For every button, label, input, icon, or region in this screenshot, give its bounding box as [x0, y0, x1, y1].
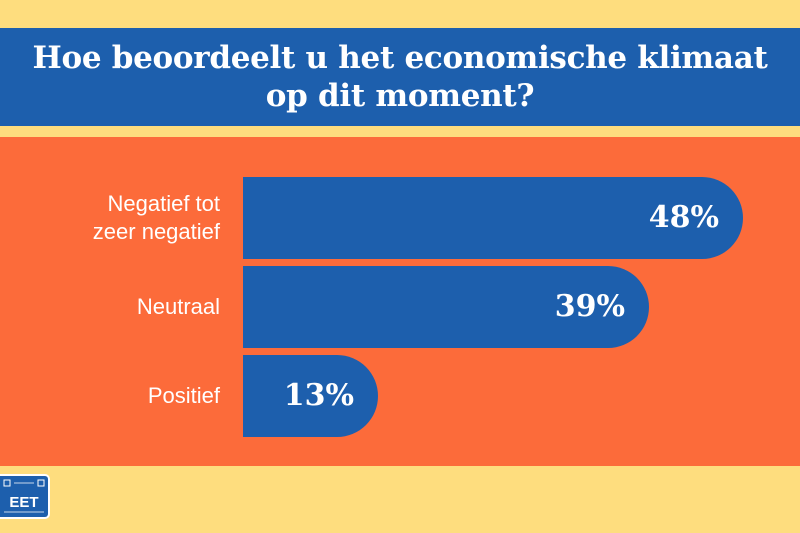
- bar-3: [243, 355, 378, 437]
- bar-2: [243, 266, 649, 348]
- value-label-2: 39%: [554, 289, 625, 324]
- logo-graphic: EET: [3, 479, 45, 513]
- category-label-2: Neutraal: [136, 294, 220, 319]
- street-sign-logo-icon: EET: [0, 474, 50, 519]
- category-label-1: Negatief tot zeer negatief: [92, 191, 220, 244]
- value-label-3: 13%: [283, 378, 354, 413]
- title-band: Hoe beoordeelt u het economische klimaat…: [0, 28, 800, 126]
- bar-1: [243, 177, 743, 259]
- chart-area: Negatief tot zeer negatief 48% Neutraal 39%…: [0, 137, 800, 466]
- chart-title: Hoe beoordeelt u het economische klimaat…: [32, 40, 768, 114]
- category-label-3: Positief: [147, 383, 220, 408]
- logo-text: EET: [9, 494, 38, 511]
- value-label-1: 48%: [648, 200, 719, 235]
